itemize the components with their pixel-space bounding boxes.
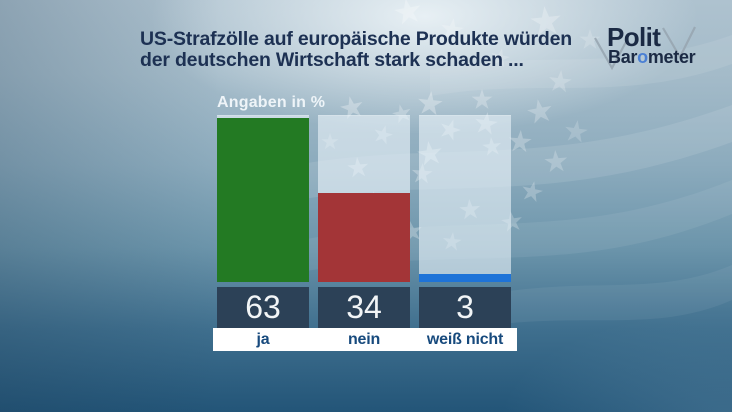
politbarometer-logo: Polit Barometer xyxy=(593,22,711,82)
bar-column-ja xyxy=(217,115,309,282)
value-box-nein: 34 xyxy=(318,287,410,328)
category-label-weiss-nicht: weiß nicht xyxy=(426,331,504,348)
bar-nein xyxy=(318,193,410,282)
bar-column-weiss-nicht xyxy=(419,115,511,282)
chart-title-line1: US-Strafzölle auf europäische Produkte w… xyxy=(140,28,572,50)
logo-word-polit: Polit xyxy=(607,22,661,52)
logo-accent-o: o xyxy=(637,47,648,67)
bar-weiss-nicht xyxy=(419,274,511,282)
value-box-ja: 63 xyxy=(217,287,309,328)
value-nein: 34 xyxy=(346,289,382,325)
bar-ja xyxy=(217,118,309,282)
category-label-ja: ja xyxy=(256,331,270,348)
value-weiss-nicht: 3 xyxy=(456,289,474,325)
chart-title-line2: der deutschen Wirtschaft stark schaden .… xyxy=(140,49,524,71)
logo-checkmark-icon xyxy=(594,26,696,71)
units-label: Angaben in % xyxy=(217,94,326,111)
value-box-weiss-nicht: 3 xyxy=(419,287,511,328)
category-label-row: ja nein weiß nicht xyxy=(213,328,517,351)
category-label-nein: nein xyxy=(347,331,381,348)
bar-column-nein xyxy=(318,115,410,282)
chart-title: US-Strafzölle auf europäische Produkte w… xyxy=(140,29,572,71)
value-ja: 63 xyxy=(245,289,281,325)
logo-word-barometer: Barometer xyxy=(608,47,696,67)
